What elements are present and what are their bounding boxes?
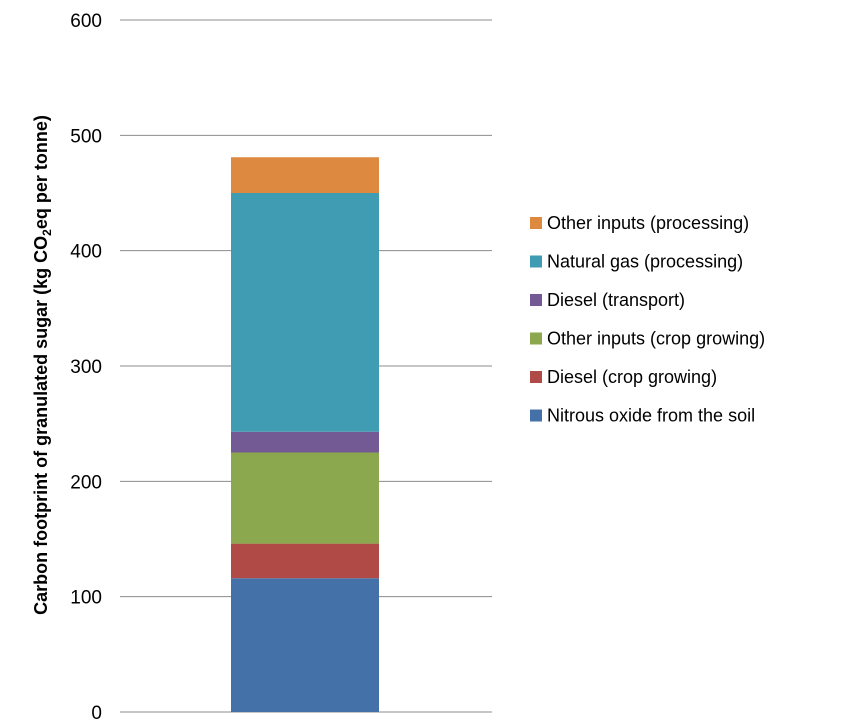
bar-segment-4	[231, 431, 379, 453]
legend: Other inputs (processing) Natural gas (pr…	[530, 213, 765, 426]
legend-label-4: Other inputs (crop growing)	[547, 329, 765, 349]
y-axis-label-subscript: 2	[40, 229, 54, 236]
legend-swatch-5	[530, 371, 542, 383]
legend-label-5: Diesel (crop growing)	[547, 367, 717, 387]
y-tick-label-600: 600	[70, 11, 102, 32]
y-axis-label-part-2: eq per tonne)	[31, 115, 51, 229]
legend-swatch-3	[530, 294, 542, 306]
y-tick-label-0: 0	[91, 703, 102, 721]
bar-segment-2	[231, 543, 379, 579]
bar-segment-3	[231, 452, 379, 544]
bar-segment-6	[231, 157, 379, 193]
legend-label-3: Diesel (transport)	[547, 290, 685, 310]
legend-swatch-6	[530, 409, 542, 422]
legend-swatch-1	[530, 217, 542, 229]
y-axis-label-part-1: Carbon footprint of granulated sugar (kg…	[31, 236, 51, 615]
legend-swatch-2	[530, 255, 542, 268]
y-axis-ticks: 0 100 200 300 400 500 600	[70, 11, 102, 721]
y-axis-label: Carbon footprint of granulated sugar (kg…	[31, 115, 54, 615]
y-tick-label-300: 300	[70, 357, 102, 378]
bar-segments	[231, 157, 379, 712]
y-tick-label-500: 500	[70, 126, 102, 147]
legend-label-1: Other inputs (processing)	[547, 213, 749, 233]
y-tick-label-100: 100	[70, 588, 102, 609]
bar-segment-1	[231, 578, 379, 712]
legend-label-6: Nitrous oxide from the soil	[547, 406, 755, 426]
legend-swatch-4	[530, 332, 542, 345]
bar-segment-5	[231, 193, 379, 432]
y-tick-label-200: 200	[70, 472, 102, 493]
y-tick-label-400: 400	[70, 242, 102, 263]
legend-label-2: Natural gas (processing)	[547, 252, 743, 272]
